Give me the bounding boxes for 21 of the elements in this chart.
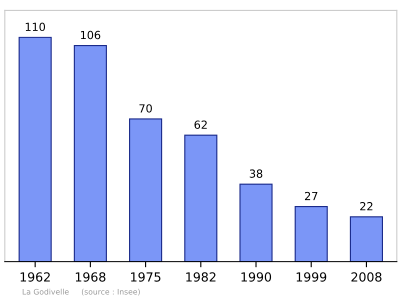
x-tick-label: 1982 xyxy=(186,272,216,282)
bar xyxy=(18,36,52,262)
x-tick-label: 1968 xyxy=(76,272,106,282)
data-label: 110 xyxy=(26,22,46,32)
data-label: 22 xyxy=(360,202,372,210)
bar xyxy=(350,216,383,262)
data-label: 38 xyxy=(250,169,262,178)
x-tick-label: 1999 xyxy=(296,272,326,282)
bar xyxy=(129,118,162,262)
data-label: 62 xyxy=(194,120,207,129)
x-tick-label: 1990 xyxy=(241,272,272,282)
x-tick-label: 2008 xyxy=(351,272,382,282)
bar xyxy=(74,44,107,262)
data-label: 70 xyxy=(139,104,152,113)
x-tick-label: 1975 xyxy=(131,272,160,282)
x-tick-label: 1962 xyxy=(20,272,50,282)
bar xyxy=(239,184,273,262)
bar xyxy=(294,206,328,262)
bar xyxy=(184,134,218,262)
data-label: 106 xyxy=(80,30,100,40)
data-label: 27 xyxy=(304,192,318,200)
